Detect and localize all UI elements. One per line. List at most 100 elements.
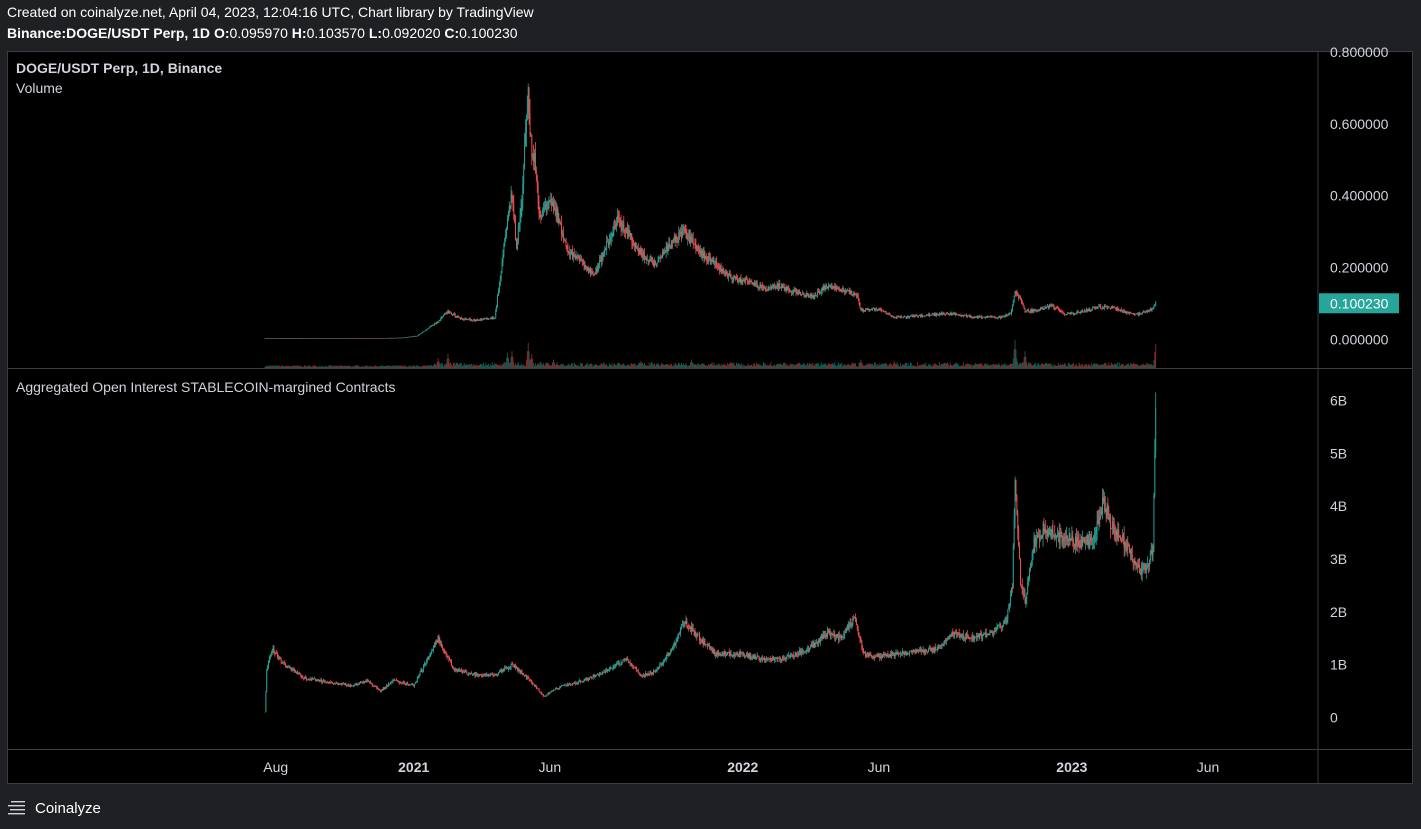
volume-bar xyxy=(983,365,984,368)
candle-body xyxy=(721,653,723,655)
candle-body xyxy=(567,246,569,253)
candle-body xyxy=(276,652,278,654)
volume-bar xyxy=(769,364,771,368)
volume-bar xyxy=(485,362,487,368)
volume-bar xyxy=(900,363,902,368)
volume-bar xyxy=(652,364,654,368)
candle-body xyxy=(1114,307,1116,309)
candle-body xyxy=(601,672,603,674)
volume-bar xyxy=(813,363,815,368)
candle-body xyxy=(855,620,857,625)
candle-body xyxy=(419,333,421,335)
candle-body xyxy=(283,338,285,339)
candle-body xyxy=(542,209,544,216)
candle-body xyxy=(922,649,924,652)
footer-brand[interactable]: Coinalyze xyxy=(7,796,101,820)
close-label: C: xyxy=(444,25,460,41)
candle-body xyxy=(774,287,776,289)
volume-bar xyxy=(911,366,913,368)
candle-body xyxy=(290,338,292,339)
candle-body xyxy=(449,311,451,313)
candle-body xyxy=(842,288,844,291)
candle-body xyxy=(317,338,319,339)
candle-body xyxy=(546,694,548,696)
candle-body xyxy=(324,338,326,339)
candle-body xyxy=(802,649,804,652)
volume-bar xyxy=(377,366,379,368)
candle-body xyxy=(689,628,691,630)
volume-bar xyxy=(312,365,314,368)
candle-body xyxy=(682,228,684,231)
candle-body xyxy=(465,671,467,673)
volume-bar xyxy=(609,364,611,368)
candle-body xyxy=(292,338,294,339)
candle-body xyxy=(398,682,400,683)
volume-bar xyxy=(451,364,453,368)
candle-body xyxy=(392,680,394,683)
volume-bar xyxy=(584,365,586,368)
volume-bar xyxy=(462,364,464,368)
candle-body xyxy=(958,314,960,316)
volume-bar xyxy=(665,363,667,368)
candle-body xyxy=(878,308,880,311)
candle-body xyxy=(304,677,306,679)
candle-body xyxy=(524,146,526,169)
candle-body xyxy=(741,653,743,655)
candle-body xyxy=(981,316,983,318)
candle-body xyxy=(910,650,911,652)
candle-body xyxy=(557,209,559,223)
candle-body xyxy=(476,673,478,675)
volume-bar xyxy=(305,366,307,368)
candle-body xyxy=(759,659,761,660)
chart-frame[interactable] xyxy=(7,51,1413,784)
candle-body xyxy=(417,676,419,678)
candle-body xyxy=(960,315,962,317)
volume-bar xyxy=(895,364,897,368)
candle-body xyxy=(699,633,700,640)
volume-bar xyxy=(1121,364,1123,368)
candle-body xyxy=(492,674,494,675)
candle-body xyxy=(846,625,848,630)
candle-body xyxy=(354,684,356,686)
candle-body xyxy=(461,318,463,319)
candle-body xyxy=(834,634,836,638)
candle-body xyxy=(328,338,330,339)
volume-bar xyxy=(432,366,434,368)
volume-bar xyxy=(733,362,735,368)
candle-body xyxy=(412,684,414,686)
volume-bar xyxy=(543,363,544,368)
candle-body xyxy=(1141,312,1143,314)
candle-body xyxy=(617,215,618,223)
candle-body xyxy=(351,685,353,687)
candle-body xyxy=(892,652,893,655)
volume-bar xyxy=(726,365,728,368)
volume-bar xyxy=(1024,351,1026,368)
candle-body xyxy=(1046,306,1048,309)
candle-body xyxy=(983,316,985,318)
volume-bar xyxy=(914,366,916,368)
volume-bar xyxy=(621,364,623,368)
volume-bar xyxy=(846,365,847,368)
candle-body xyxy=(786,655,788,659)
candle-body xyxy=(952,313,954,315)
candle-body xyxy=(504,667,506,670)
volume-bar xyxy=(631,363,633,368)
volume-bar xyxy=(1074,366,1076,368)
volume-bar xyxy=(398,365,400,368)
candle-body xyxy=(1056,533,1058,537)
candle-body xyxy=(562,232,564,241)
volume-bar xyxy=(844,363,846,368)
candle-body xyxy=(282,338,284,339)
candle-body xyxy=(800,650,801,654)
candle-body xyxy=(661,664,663,665)
volume-bar xyxy=(341,365,343,368)
candle-body xyxy=(720,653,722,655)
volume-bar xyxy=(313,365,315,368)
volume-bar xyxy=(540,362,542,368)
candle-body xyxy=(559,686,561,689)
candle-body xyxy=(1101,510,1103,514)
volume-bar xyxy=(1077,366,1079,368)
candle-body xyxy=(823,286,825,291)
volume-bar xyxy=(1064,362,1066,368)
